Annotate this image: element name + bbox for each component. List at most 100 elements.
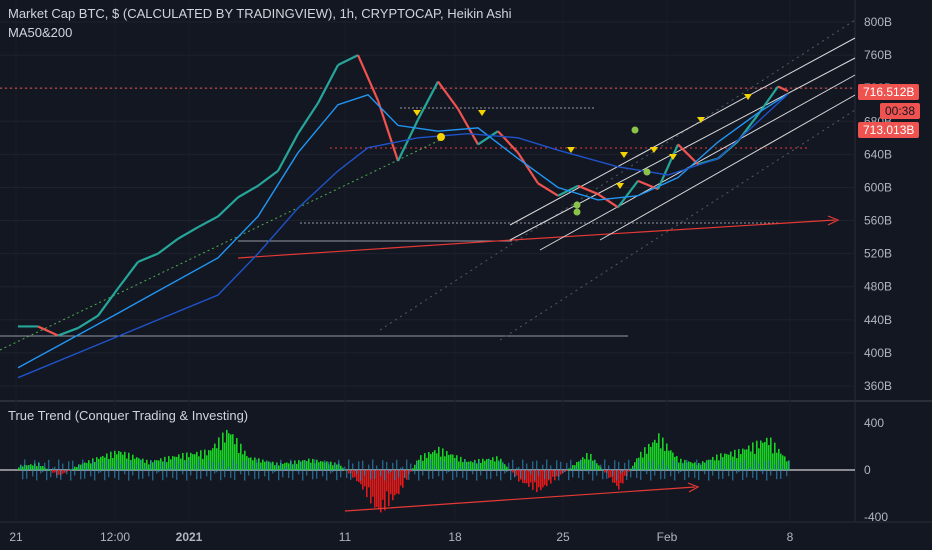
hist-bar	[68, 470, 70, 471]
hist-bar	[356, 470, 358, 482]
hist-bar	[208, 450, 210, 470]
price-segment	[597, 193, 619, 209]
hist-bar	[138, 458, 140, 470]
hist-bar	[362, 470, 364, 490]
hist-bar	[446, 451, 448, 470]
hist-bar	[692, 463, 694, 470]
price-axis[interactable]: 360B400B440B480B520B560B600B640B680B720B…	[864, 15, 892, 393]
true-trend-label[interactable]: True Trend (Conquer Trading & Investing)	[8, 408, 249, 423]
hist-bar	[628, 470, 630, 472]
hist-bar	[526, 470, 528, 484]
hist-bar	[182, 452, 184, 470]
hist-bar	[22, 466, 24, 470]
channel-line	[599, 94, 856, 241]
y2-tick-label: 400	[864, 416, 884, 430]
indicator-axis[interactable]: 400 0 -400	[864, 416, 888, 524]
hist-bar	[648, 443, 650, 470]
hist-bar	[340, 465, 342, 470]
hist-bar	[384, 470, 386, 511]
hist-bar	[612, 470, 614, 483]
hist-bar	[736, 458, 738, 470]
hist-bar	[782, 455, 784, 470]
hist-bar	[482, 458, 484, 470]
x-tick-label: 2021	[176, 530, 203, 544]
price-segment	[777, 85, 789, 93]
hist-bar	[770, 437, 772, 470]
hist-bar	[496, 456, 498, 470]
hist-bar	[118, 451, 120, 470]
hist-bar	[214, 443, 216, 470]
hist-bar	[490, 459, 492, 470]
hist-bar	[74, 466, 76, 470]
hist-bar	[368, 470, 370, 488]
price-segment	[57, 327, 79, 337]
hist-bar	[316, 459, 318, 470]
hist-bar	[292, 464, 294, 470]
hist-bar	[470, 461, 472, 470]
hist-bar	[282, 463, 284, 470]
sell-signal-marker	[697, 117, 705, 123]
y-tick-label: 440B	[864, 313, 892, 327]
hist-bar	[372, 470, 374, 497]
hist-bar	[42, 465, 44, 470]
y-tick-label: 480B	[864, 280, 892, 294]
hist-bar	[480, 462, 482, 470]
price-segment	[356, 54, 380, 102]
hist-bar	[336, 464, 338, 470]
y-tick-label: 600B	[864, 180, 892, 194]
price-segment	[656, 143, 680, 190]
hist-bar	[146, 459, 148, 470]
hist-bar	[522, 470, 524, 483]
sell-signal-marker	[744, 94, 752, 100]
hist-bar	[374, 470, 376, 508]
hist-bar	[776, 452, 778, 470]
true-trend-histogram[interactable]	[0, 429, 855, 513]
trendline-arrow	[827, 215, 840, 226]
hist-bar	[750, 451, 752, 470]
hist-bar	[18, 467, 20, 470]
hist-bar	[274, 465, 276, 470]
hist-bar	[442, 448, 444, 470]
hist-bar	[740, 454, 742, 470]
hist-bar	[604, 470, 606, 473]
hist-bar	[578, 461, 580, 470]
hist-bar	[84, 462, 86, 470]
hist-bar	[662, 437, 664, 470]
hist-bar	[178, 454, 180, 470]
hist-bar	[766, 437, 768, 470]
hist-bar	[660, 448, 662, 470]
hist-bar	[664, 451, 666, 470]
hist-bar	[366, 470, 368, 498]
hist-bar	[658, 433, 660, 470]
countdown-tag: 00:38	[880, 103, 921, 119]
hist-bar	[226, 429, 228, 470]
hist-bar	[656, 442, 658, 470]
price-series[interactable]	[17, 54, 789, 379]
hist-bar	[652, 442, 654, 470]
hist-bar	[288, 463, 290, 470]
hist-bar	[62, 470, 64, 474]
hist-bar	[646, 453, 648, 470]
hist-bar	[738, 449, 740, 470]
hist-bar	[190, 452, 192, 470]
hist-bar	[76, 466, 78, 470]
hist-bar	[388, 470, 390, 507]
hist-bar	[596, 463, 598, 470]
price-segment	[257, 170, 279, 187]
hist-bar	[624, 470, 626, 476]
price-segment	[137, 252, 159, 263]
hist-bar	[168, 456, 170, 470]
hist-bar	[396, 470, 398, 494]
hist-bar	[466, 461, 468, 470]
hist-bar	[278, 465, 280, 470]
ma-indicator-label[interactable]: MA50&200	[8, 25, 73, 40]
hist-bar	[452, 454, 454, 470]
hist-bar	[746, 449, 748, 470]
hist-bar	[302, 460, 304, 470]
time-axis[interactable]: 21 12:00 2021 11 18 25 Feb 8	[9, 530, 793, 544]
hist-bar	[586, 453, 588, 470]
hist-bar	[434, 450, 436, 470]
hist-bar	[582, 457, 584, 470]
buy-signal-dot	[631, 126, 639, 134]
hist-bar	[756, 440, 758, 470]
